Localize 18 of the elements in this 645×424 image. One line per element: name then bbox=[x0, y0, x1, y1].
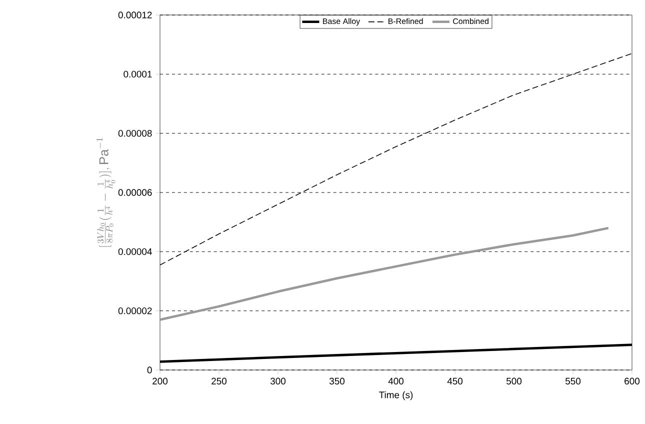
y-tick-label: 0.00008 bbox=[118, 130, 152, 137]
x-tick-label: 450 bbox=[447, 378, 463, 384]
x-tick-label: 500 bbox=[506, 378, 522, 384]
x-tick-label: 350 bbox=[329, 378, 345, 384]
x-axis-title: Time (s) bbox=[379, 391, 413, 400]
y-tick-label: 0.00006 bbox=[118, 189, 152, 196]
x-tick-label: 200 bbox=[152, 378, 168, 384]
y-tick-label: 0.00002 bbox=[118, 307, 152, 314]
x-tick-label: 400 bbox=[388, 378, 404, 384]
y-tick-label: 0.0001 bbox=[124, 70, 152, 78]
y-tick-label: 0 bbox=[147, 366, 152, 374]
x-tick-label: 600 bbox=[624, 378, 640, 384]
y-axis-title: $[\frac{3Vh_0}{8\pi P_0}(\frac{1}{h^4}-\frac{1}{h_0^4})], \mathrm{Pa}^{-1}$ bbox=[96, 138, 116, 247]
y-tick-label: 0.00012 bbox=[118, 12, 152, 18]
x-tick-label: 250 bbox=[212, 378, 227, 384]
y-tick-label: 0.00004 bbox=[118, 248, 152, 256]
x-tick-label: 550 bbox=[565, 378, 581, 384]
x-tick-label: 300 bbox=[270, 378, 286, 384]
